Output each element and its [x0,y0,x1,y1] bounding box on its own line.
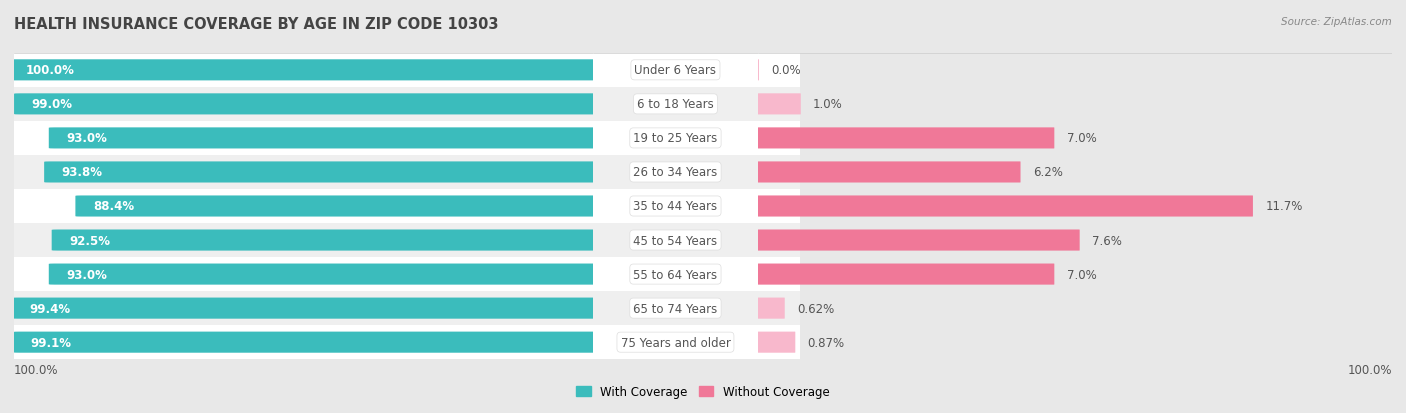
FancyBboxPatch shape [758,230,1080,251]
Text: 26 to 34 Years: 26 to 34 Years [633,166,717,179]
Text: 6 to 18 Years: 6 to 18 Years [637,98,714,111]
Text: 55 to 64 Years: 55 to 64 Years [633,268,717,281]
Text: 93.0%: 93.0% [66,268,107,281]
Bar [758,325,800,359]
Text: 100.0%: 100.0% [14,363,59,376]
Bar [758,257,800,292]
Text: 11.7%: 11.7% [1265,200,1302,213]
Bar [593,88,758,121]
Bar [758,156,800,190]
Text: 93.8%: 93.8% [62,166,103,179]
FancyBboxPatch shape [76,196,599,217]
Bar [758,121,800,156]
FancyBboxPatch shape [49,264,599,285]
Bar [593,54,758,88]
Bar [14,223,593,257]
Bar [14,325,593,359]
Text: 0.87%: 0.87% [807,336,845,349]
Text: Source: ZipAtlas.com: Source: ZipAtlas.com [1281,17,1392,26]
FancyBboxPatch shape [8,60,599,81]
FancyBboxPatch shape [758,332,796,353]
Bar [14,88,593,121]
Text: 1.0%: 1.0% [813,98,842,111]
FancyBboxPatch shape [52,230,599,251]
Text: 100.0%: 100.0% [1347,363,1392,376]
FancyBboxPatch shape [758,94,801,115]
Text: 92.5%: 92.5% [69,234,110,247]
Bar [593,190,758,223]
Text: 100.0%: 100.0% [25,64,75,77]
Bar [14,292,593,325]
FancyBboxPatch shape [758,162,1021,183]
Text: 0.0%: 0.0% [770,64,800,77]
Text: HEALTH INSURANCE COVERAGE BY AGE IN ZIP CODE 10303: HEALTH INSURANCE COVERAGE BY AGE IN ZIP … [14,17,499,31]
Text: 0.62%: 0.62% [797,302,834,315]
FancyBboxPatch shape [758,196,1253,217]
Text: 65 to 74 Years: 65 to 74 Years [633,302,717,315]
Bar [593,292,758,325]
Legend: With Coverage, Without Coverage: With Coverage, Without Coverage [572,381,834,403]
Bar [14,190,593,223]
FancyBboxPatch shape [758,298,785,319]
Bar [593,223,758,257]
Text: 99.4%: 99.4% [30,302,70,315]
Text: 99.0%: 99.0% [31,98,73,111]
Bar [593,121,758,156]
Bar [593,257,758,292]
FancyBboxPatch shape [49,128,599,149]
Text: 75 Years and older: 75 Years and older [620,336,730,349]
FancyBboxPatch shape [758,264,1054,285]
Text: 45 to 54 Years: 45 to 54 Years [633,234,717,247]
FancyBboxPatch shape [758,128,1054,149]
FancyBboxPatch shape [14,332,599,353]
Text: 7.6%: 7.6% [1092,234,1122,247]
Bar [758,190,800,223]
Bar [758,292,800,325]
Text: 35 to 44 Years: 35 to 44 Years [633,200,717,213]
FancyBboxPatch shape [14,94,599,115]
Bar [593,325,758,359]
Bar [593,156,758,190]
Bar [14,257,593,292]
Bar [758,54,800,88]
Bar [14,156,593,190]
Bar [14,121,593,156]
Text: 19 to 25 Years: 19 to 25 Years [633,132,717,145]
Bar [758,88,800,121]
Bar [14,54,593,88]
Text: 99.1%: 99.1% [31,336,72,349]
FancyBboxPatch shape [11,298,599,319]
Text: 88.4%: 88.4% [93,200,134,213]
Text: 7.0%: 7.0% [1067,132,1097,145]
Text: 6.2%: 6.2% [1033,166,1063,179]
Bar [758,223,800,257]
Text: 93.0%: 93.0% [66,132,107,145]
Text: 7.0%: 7.0% [1067,268,1097,281]
Text: Under 6 Years: Under 6 Years [634,64,717,77]
FancyBboxPatch shape [44,162,599,183]
